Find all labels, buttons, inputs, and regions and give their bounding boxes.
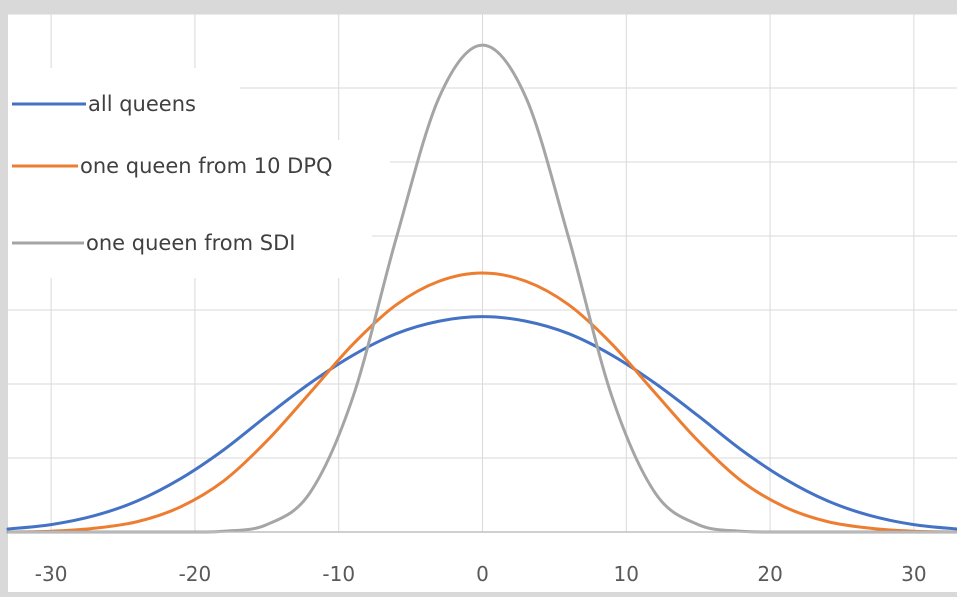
series-line-1 <box>6 315 957 531</box>
x-tick-label: -10 <box>322 562 355 586</box>
series-line-2 <box>6 271 957 534</box>
legend-label: one queen from SDI <box>86 231 295 255</box>
legend: all queens one queen from 10 DPQ one queen… <box>8 68 390 278</box>
legend-label: one queen from 10 DPQ <box>80 154 333 178</box>
x-tick-label: 30 <box>901 562 926 586</box>
x-tick-label: -30 <box>35 562 68 586</box>
legend-label: all queens <box>88 92 196 116</box>
x-tick-label: 10 <box>614 562 639 586</box>
x-axis: -30 -20 -10 0 10 20 30 <box>8 531 957 586</box>
legend-background <box>8 140 390 208</box>
x-tick-label: 0 <box>476 562 489 586</box>
x-tick-label: 20 <box>757 562 782 586</box>
x-tick-label: -20 <box>179 562 212 586</box>
